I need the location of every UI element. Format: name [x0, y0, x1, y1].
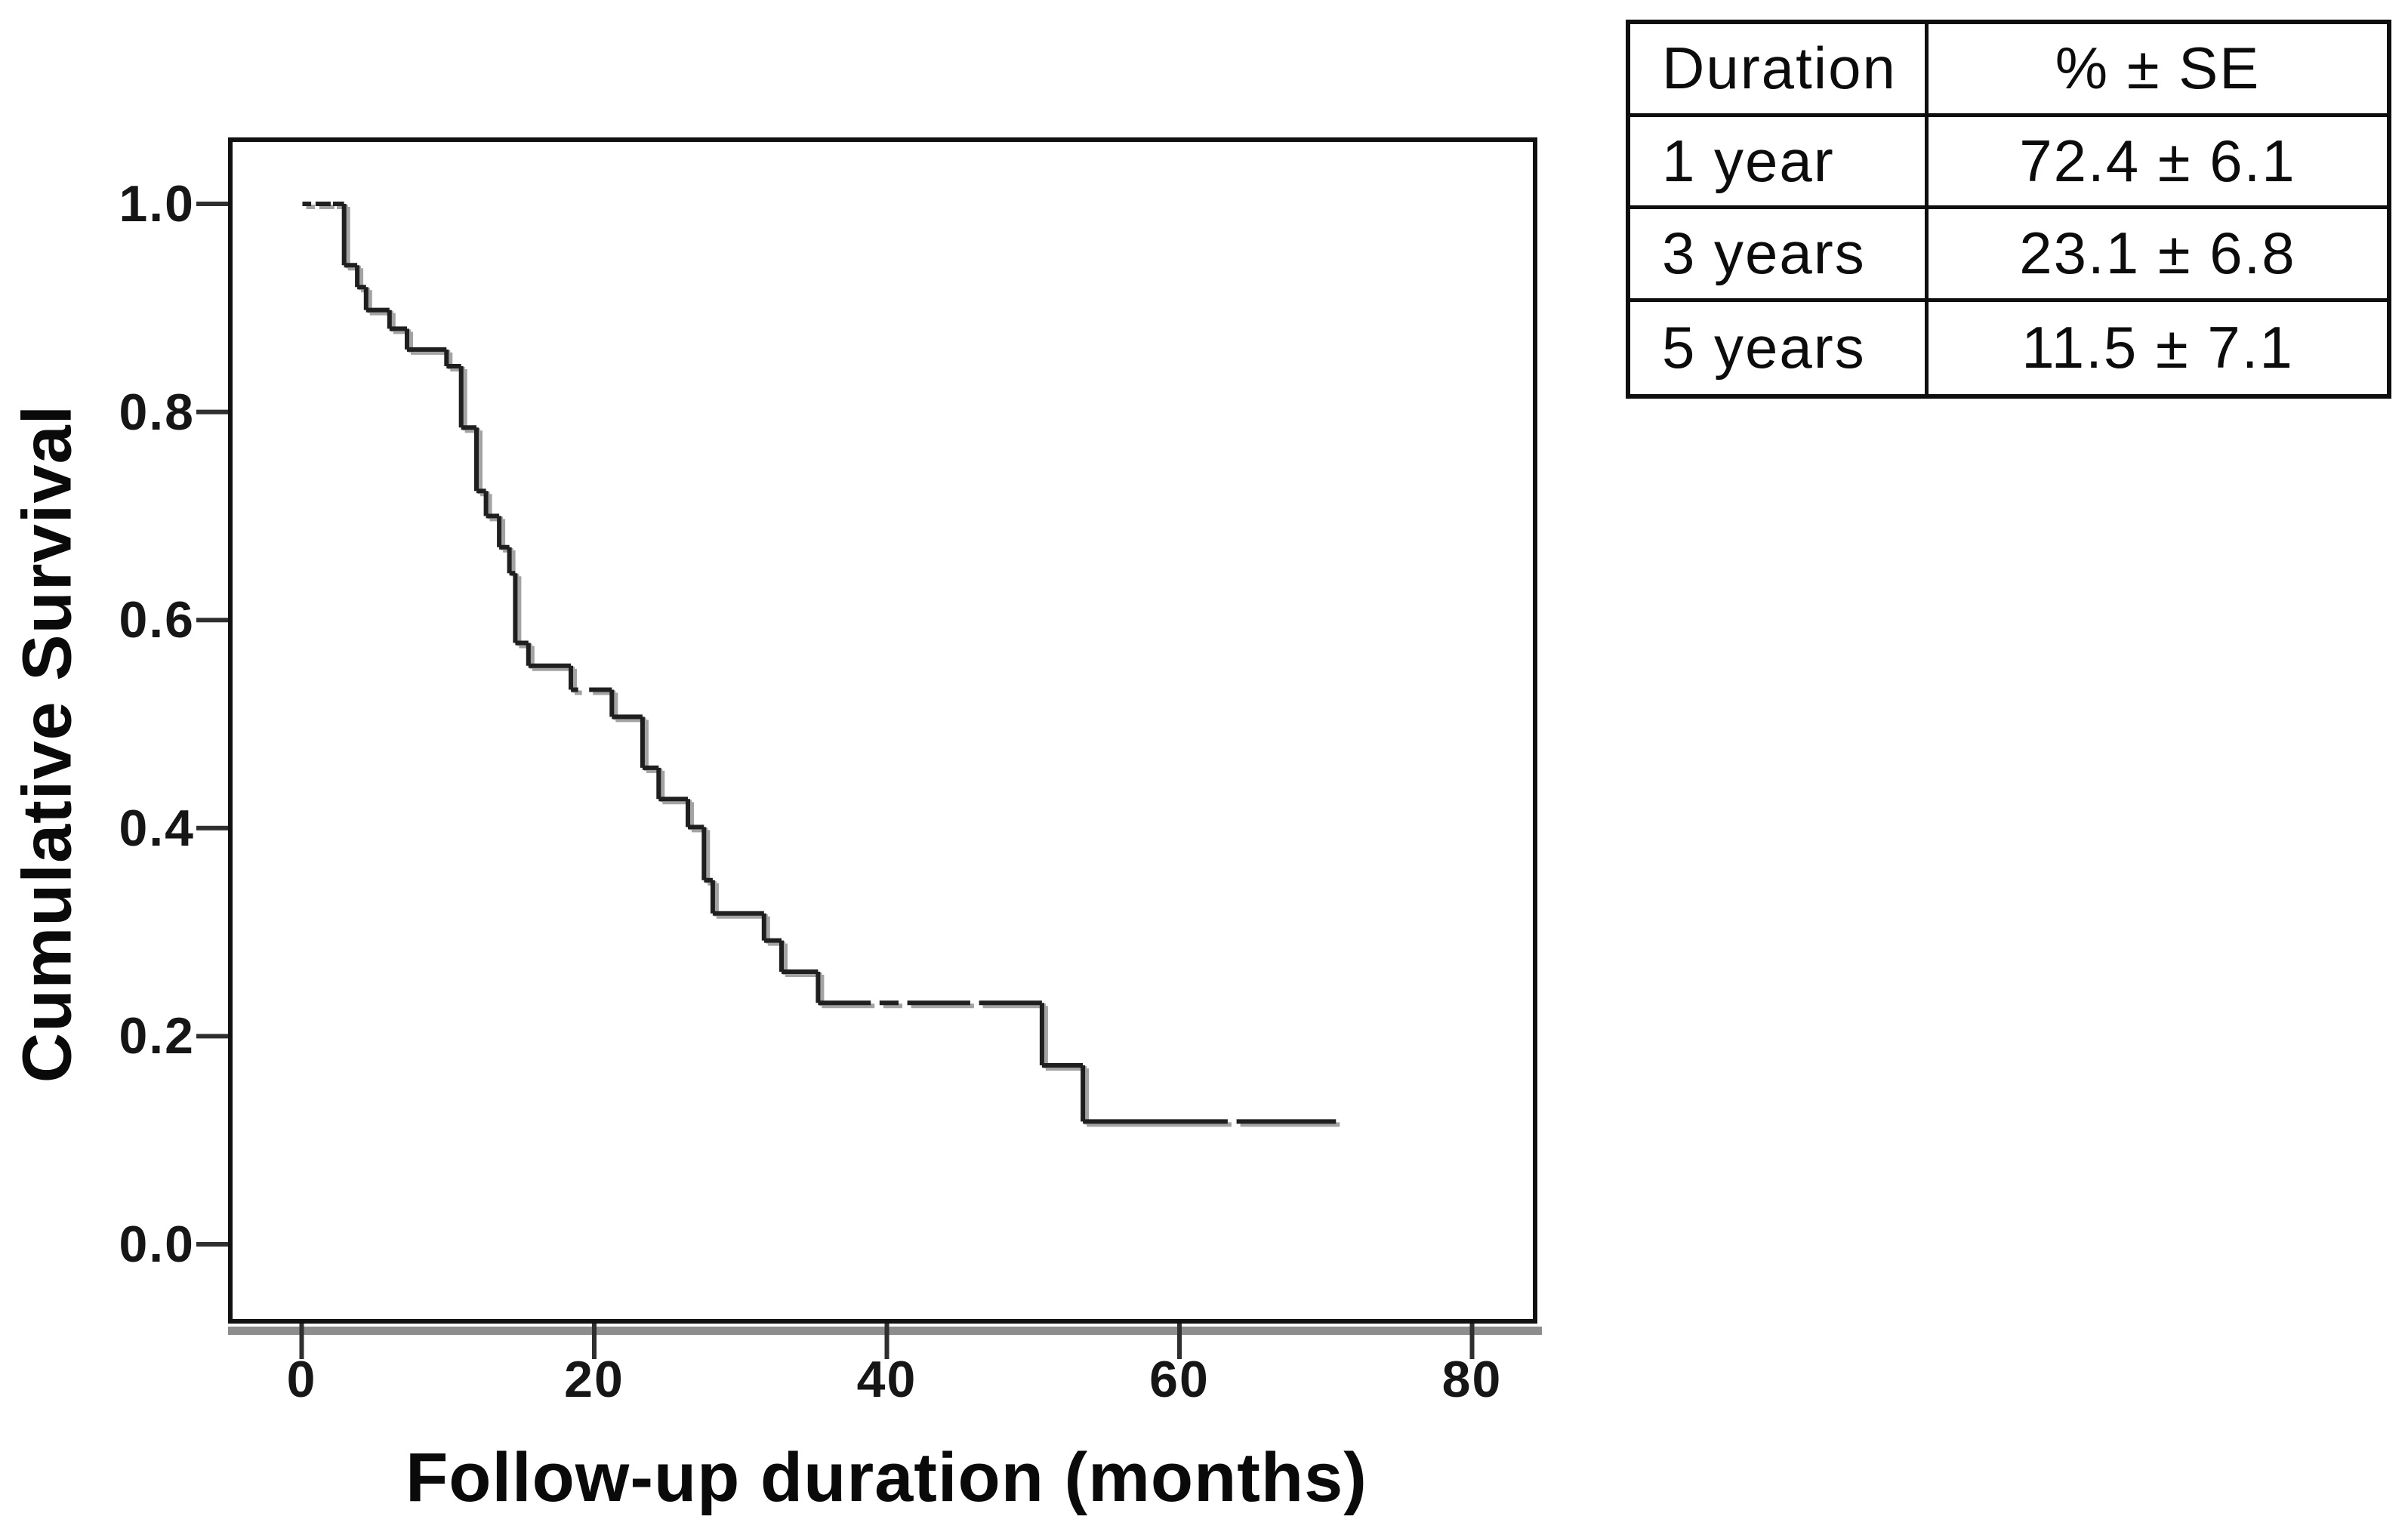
- table-row-value: 72.4 ± 6.1: [1929, 117, 2387, 209]
- table-row-value: 23.1 ± 6.8: [1929, 209, 2387, 302]
- survival-summary-table: Duration % ± SE 1 year 72.4 ± 6.1 3 year…: [1626, 20, 2391, 399]
- table-header-percent-se: % ± SE: [1929, 24, 2387, 117]
- x-tick-label: 60: [1149, 1351, 1210, 1408]
- x-tick-label: 40: [856, 1351, 917, 1408]
- survival-curve: [302, 202, 1337, 1124]
- table-row-duration: 1 year: [1630, 116, 1929, 209]
- y-tick-label: 0.8: [119, 383, 195, 441]
- x-axis-title: Follow-up duration (months): [405, 1439, 1367, 1516]
- y-tick-label: 0.2: [119, 1007, 195, 1065]
- y-axis-ticks: [196, 202, 229, 1247]
- table-row-duration: 3 years: [1630, 209, 1929, 302]
- table-header-duration: Duration: [1630, 24, 1929, 117]
- survival-curve-shadow: [306, 205, 1340, 1127]
- y-tick-label: 1.0: [119, 175, 195, 233]
- x-axis-ticks: [299, 1324, 1475, 1359]
- y-tick-label: 0.4: [119, 799, 195, 857]
- table-row-value: 11.5 ± 7.1: [2021, 314, 2294, 381]
- table-row-duration: 5 years: [1630, 301, 1929, 394]
- y-tick-label: 0.6: [119, 591, 195, 649]
- y-axis-title: Cumulative Survival: [8, 404, 86, 1083]
- x-tick-label: 80: [1441, 1351, 1503, 1408]
- y-tick-label: 0.0: [119, 1216, 195, 1273]
- x-tick-label: 20: [564, 1351, 624, 1408]
- x-tick-label: 0: [286, 1351, 317, 1408]
- plot-border: [228, 137, 1537, 1324]
